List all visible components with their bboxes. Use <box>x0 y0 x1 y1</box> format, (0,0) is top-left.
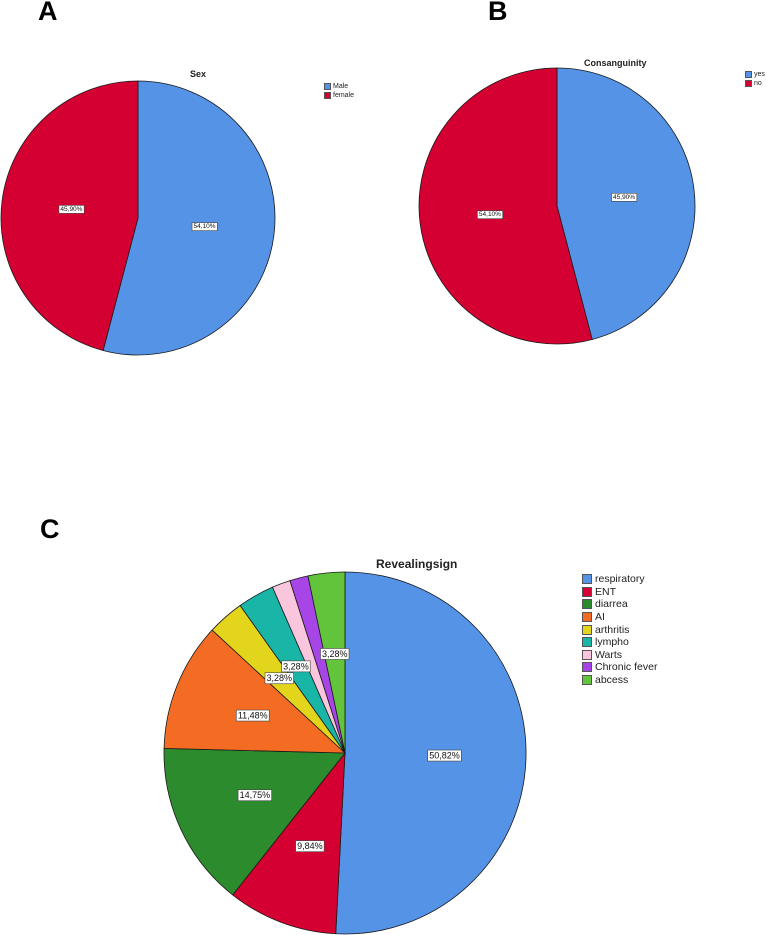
legend-label-arthritis: arthritis <box>595 623 630 636</box>
pie-chart-revealingsign: 50,82% 9,84% 14,75% 11,48% 3,28% 3,28% 3,28% <box>163 571 527 935</box>
legend-swatch-male <box>324 83 331 90</box>
legend-swatch-no <box>745 80 752 87</box>
legend-swatch-chronic-fever <box>582 662 592 673</box>
legend-item-arthritis: arthritis <box>582 623 657 636</box>
pie-data-label-male: 54,10% <box>191 222 218 231</box>
legend-item-male: Male <box>324 82 354 91</box>
legend-swatch-lympho <box>582 637 592 648</box>
pie-data-label-no: 54,10% <box>477 210 503 219</box>
pie-data-label-box-ai <box>236 709 270 722</box>
pie-data-label-text-yes: 45,90% <box>613 194 635 201</box>
legend-label-warts: Warts <box>595 648 623 661</box>
pie-data-label-text-abcess: 3,28% <box>322 649 348 659</box>
legend-item-diarrea: diarrea <box>582 598 657 611</box>
chart-title-revealingsign: Revealingsign <box>376 557 458 571</box>
legend-swatch-female <box>324 92 331 99</box>
legend-swatch-diarrea <box>582 599 592 610</box>
legend-label-lympho: lympho <box>595 636 629 649</box>
pie-data-label-text-arthritis: 3,28% <box>267 673 293 683</box>
pie-data-label-lympho: 3,28% <box>281 660 311 673</box>
legend-sex: Male female <box>324 82 354 100</box>
pie-data-label-text-lympho: 3,28% <box>283 661 309 671</box>
legend-swatch-yes <box>745 71 752 78</box>
legend-item-abcess: abcess <box>582 674 657 687</box>
legend-item-respiratory: respiratory <box>582 573 657 586</box>
pie-data-label-box-male <box>191 222 218 231</box>
chart-title-sex: Sex <box>190 69 207 79</box>
legend-label-ent: ENT <box>595 585 616 598</box>
pie-data-label-ai: 11,48% <box>236 709 270 722</box>
panel-label-c: C <box>40 514 60 544</box>
pie-data-label-yes: 45,90% <box>611 193 638 202</box>
panel-label-a: A <box>38 0 58 26</box>
legend-label-chronic-fever: Chronic fever <box>595 661 658 674</box>
pie-data-label-box-diarrea <box>237 789 272 802</box>
pie-data-label-female: 45,90% <box>58 205 85 214</box>
legend-item-ent: ENT <box>582 586 657 599</box>
pie-slice-ent <box>232 751 346 935</box>
legend-item-female: female <box>324 91 354 100</box>
pie-data-label-text-female: 45,90% <box>60 206 82 213</box>
pie-data-label-diarrea: 14,75% <box>237 789 272 802</box>
pie-data-label-text-ai: 11,48% <box>238 711 268 721</box>
pie-data-label-box-yes <box>611 193 638 202</box>
pie-slice-male <box>102 80 276 356</box>
legend-swatch-ai <box>582 612 592 623</box>
pie-data-label-box-lympho <box>281 660 311 673</box>
legend-label-diarrea: diarrea <box>595 598 628 611</box>
pie-chart-consanguinity: 45,90% 54,10% <box>418 67 696 345</box>
legend-label-abcess: abcess <box>595 674 629 687</box>
pie-slice-ai <box>163 629 347 754</box>
legend-swatch-warts <box>582 649 592 660</box>
pie-data-label-abcess: 3,28% <box>320 648 350 660</box>
legend-swatch-arthritis <box>582 624 592 635</box>
legend-swatch-abcess <box>582 675 592 686</box>
pie-data-label-text-male: 54,10% <box>194 223 216 230</box>
pie-data-label-text-ent: 9,84% <box>297 841 323 851</box>
pie-slice-yes <box>556 67 696 340</box>
pie-data-label-box-abcess <box>320 648 350 660</box>
pie-data-label-text-no: 54,10% <box>479 211 501 218</box>
legend-item-warts: Warts <box>582 649 657 662</box>
chart-title-consanguinity: Consanguinity <box>584 58 647 68</box>
legend-item-no: no <box>745 79 765 88</box>
pie-slice-diarrea <box>163 748 346 896</box>
legend-label-male: Male <box>333 83 349 90</box>
pie-slice-no <box>418 67 593 345</box>
pie-data-label-ent: 9,84% <box>295 840 325 852</box>
pie-slice-female <box>0 80 139 351</box>
legend-item-chronic-fever: Chronic fever <box>582 661 657 674</box>
legend-item-yes: yes <box>745 70 765 79</box>
pie-data-label-box-arthritis <box>264 672 294 685</box>
panel-label-b: B <box>488 0 508 26</box>
legend-item-ai: AI <box>582 611 657 624</box>
pie-data-label-text-respiratory: 50,82% <box>429 751 460 761</box>
pie-data-label-arthritis: 3,28% <box>264 672 294 685</box>
legend-swatch-ent <box>582 586 592 597</box>
pie-data-label-box-ent <box>295 840 325 852</box>
legend-consanguinity: yes no <box>745 70 765 88</box>
legend-label-respiratory: respiratory <box>595 573 645 586</box>
pie-slice-abcess <box>307 571 346 754</box>
legend-label-no: no <box>754 80 762 87</box>
pie-data-label-respiratory: 50,82% <box>427 749 462 762</box>
pie-data-label-box-female <box>58 205 85 214</box>
legend-label-yes: yes <box>754 71 765 78</box>
legend-label-female: female <box>333 92 355 99</box>
legend-swatch-respiratory <box>582 574 592 585</box>
legend-item-lympho: lympho <box>582 636 657 649</box>
pie-data-label-box-respiratory <box>427 749 462 762</box>
legend-revealingsign: respiratory ENT diarrea AI arthritis lym… <box>582 573 657 686</box>
legend-label-ai: AI <box>595 611 605 624</box>
pie-data-label-text-diarrea: 14,75% <box>240 790 271 800</box>
pie-data-label-box-no <box>477 210 503 219</box>
pie-chart-sex: 54,10% 45,90% <box>0 80 276 356</box>
